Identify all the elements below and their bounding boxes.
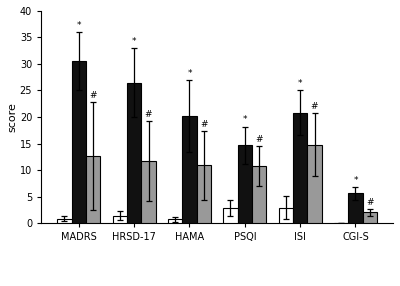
Bar [57,219,72,223]
Bar [86,156,100,223]
Bar [223,208,238,223]
Bar [252,166,266,223]
Text: *: * [132,37,136,46]
Text: *: * [298,80,302,88]
Text: *: * [187,69,192,78]
Text: #: # [311,102,318,111]
Text: #: # [256,134,263,144]
Bar [127,83,141,223]
Bar [238,145,252,223]
Text: #: # [145,110,152,119]
Bar [348,193,363,223]
Bar [182,116,197,223]
Text: *: * [76,21,81,30]
Bar [307,145,322,223]
Bar [197,165,211,223]
Bar [72,61,86,223]
Y-axis label: score: score [7,102,17,132]
Text: #: # [366,198,374,207]
Text: *: * [353,176,358,185]
Bar [363,212,377,223]
Bar [168,219,182,223]
Bar [278,208,293,223]
Text: *: * [242,116,247,124]
Bar [112,216,127,223]
Bar [141,161,156,223]
Bar [293,113,307,223]
Text: #: # [200,120,208,129]
Text: #: # [90,90,97,100]
